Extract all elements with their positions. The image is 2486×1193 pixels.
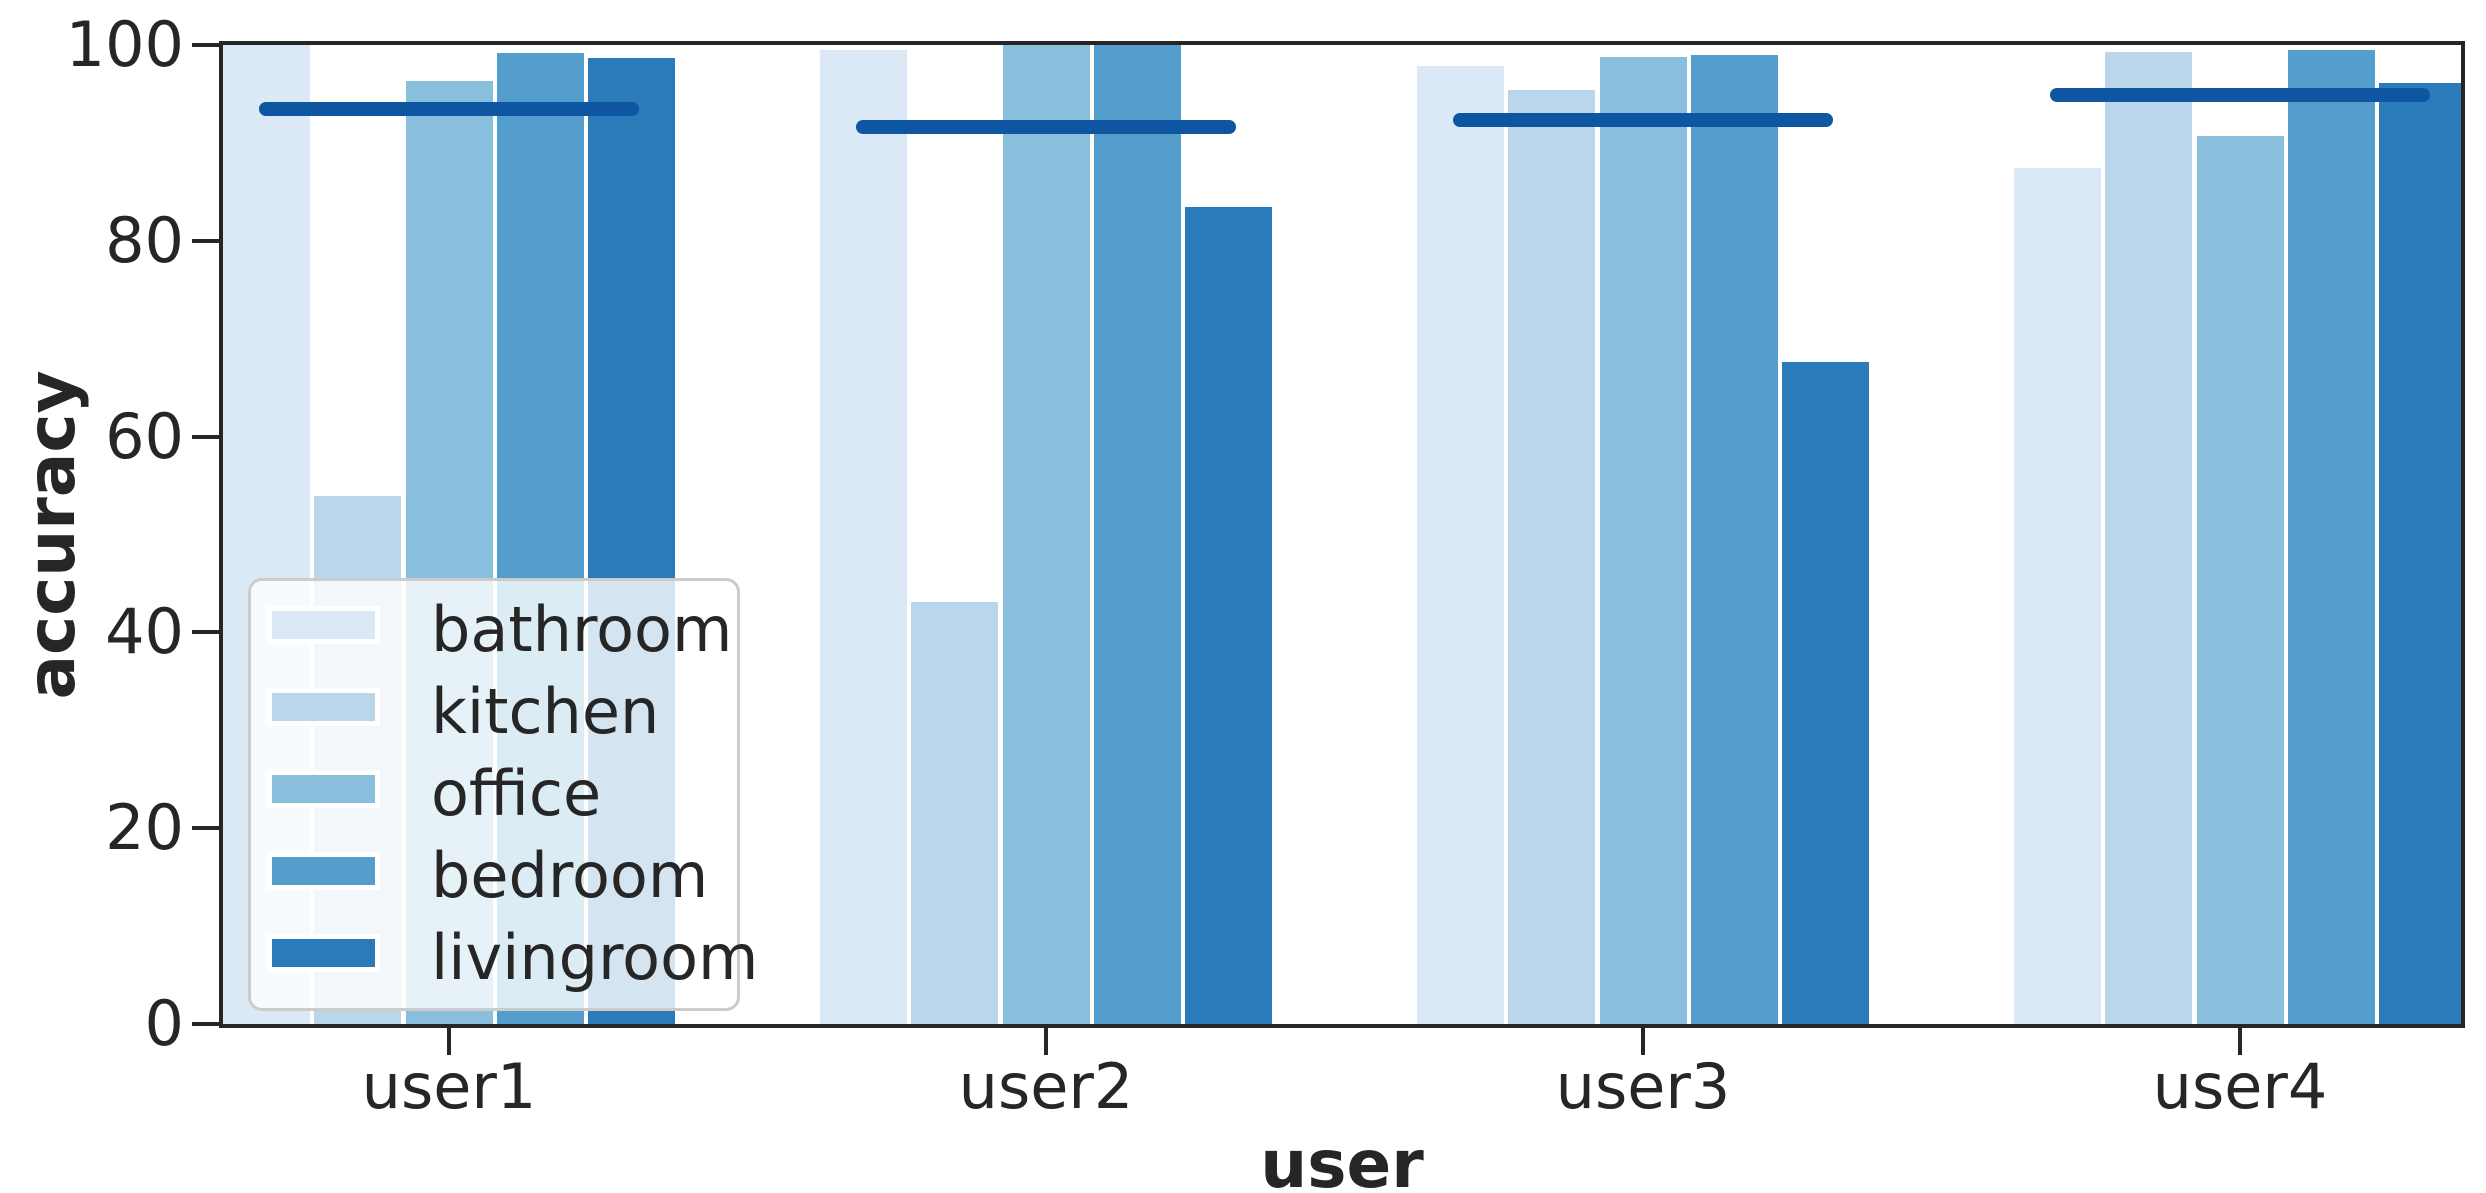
bar-user3-livingroom bbox=[1782, 362, 1870, 1024]
legend-label-livingroom: livingroom bbox=[431, 921, 759, 994]
mean-line-user1 bbox=[259, 101, 639, 116]
bar-user3-bedroom bbox=[1690, 54, 1778, 1024]
legend-swatch-office bbox=[267, 770, 380, 808]
x-axis-label: user bbox=[1260, 1126, 1424, 1193]
y-tick-label-40: 40 bbox=[105, 595, 184, 669]
legend-swatch-bedroom bbox=[267, 852, 380, 890]
bar-user4-office bbox=[2196, 136, 2284, 1024]
legend-label-kitchen: kitchen bbox=[431, 675, 660, 748]
mean-line-user4 bbox=[2050, 87, 2430, 102]
legend-swatch-kitchen bbox=[267, 688, 380, 726]
bar-user2-office bbox=[1002, 45, 1090, 1024]
plot-area bbox=[223, 45, 2461, 1024]
y-tick-label-80: 80 bbox=[105, 203, 184, 277]
y-tick-label-20: 20 bbox=[105, 791, 184, 865]
legend-swatch-livingroom bbox=[267, 934, 380, 972]
legend: bathroom kitchen office bedroom livingroom bbox=[248, 578, 758, 1011]
y-tick bbox=[192, 1022, 219, 1026]
x-tick-label-user2: user2 bbox=[958, 1050, 1134, 1123]
y-tick bbox=[192, 43, 219, 47]
y-tick-label-0: 0 bbox=[144, 987, 184, 1060]
mean-line-user3 bbox=[1453, 113, 1833, 128]
legend-item-bedroom: bedroom bbox=[251, 845, 737, 907]
x-tick-label-user3: user3 bbox=[1555, 1050, 1731, 1123]
y-tick-label-60: 60 bbox=[105, 399, 184, 473]
legend-item-office: office bbox=[251, 763, 737, 825]
legend-label-bathroom: bathroom bbox=[431, 593, 733, 666]
legend-item-livingroom: livingroom bbox=[251, 927, 758, 989]
legend-swatch-bathroom bbox=[267, 606, 380, 644]
y-tick bbox=[192, 238, 219, 243]
bar-user4-kitchen bbox=[2105, 51, 2193, 1024]
y-tick bbox=[192, 826, 219, 831]
bar-user2-kitchen bbox=[911, 602, 999, 1024]
x-tick-label-user1: user1 bbox=[361, 1050, 537, 1123]
x-tick bbox=[447, 1028, 451, 1055]
legend-label-office: office bbox=[431, 757, 602, 830]
x-tick-label-user4: user4 bbox=[2152, 1050, 2328, 1123]
bar-user2-livingroom bbox=[1185, 206, 1273, 1024]
legend-item-bathroom: bathroom bbox=[251, 599, 737, 661]
x-tick bbox=[1641, 1028, 1645, 1055]
bar-user2-bathroom bbox=[819, 49, 907, 1024]
legend-label-bedroom: bedroom bbox=[431, 839, 709, 912]
y-tick bbox=[192, 630, 219, 635]
bar-user4-bathroom bbox=[2013, 168, 2101, 1024]
y-tick bbox=[192, 434, 219, 439]
bar-user4-livingroom bbox=[2379, 83, 2461, 1024]
legend-item-kitchen: kitchen bbox=[251, 681, 737, 743]
bar-user4-bedroom bbox=[2287, 49, 2375, 1024]
x-tick bbox=[2238, 1028, 2242, 1055]
bar-user3-office bbox=[1599, 56, 1687, 1024]
mean-line-user2 bbox=[856, 120, 1236, 135]
bar-user2-bedroom bbox=[1093, 45, 1181, 1024]
x-tick bbox=[1044, 1028, 1048, 1055]
bar-user3-bathroom bbox=[1416, 65, 1504, 1024]
bar-user3-kitchen bbox=[1508, 90, 1596, 1024]
y-tick-label-100: 100 bbox=[65, 8, 184, 81]
